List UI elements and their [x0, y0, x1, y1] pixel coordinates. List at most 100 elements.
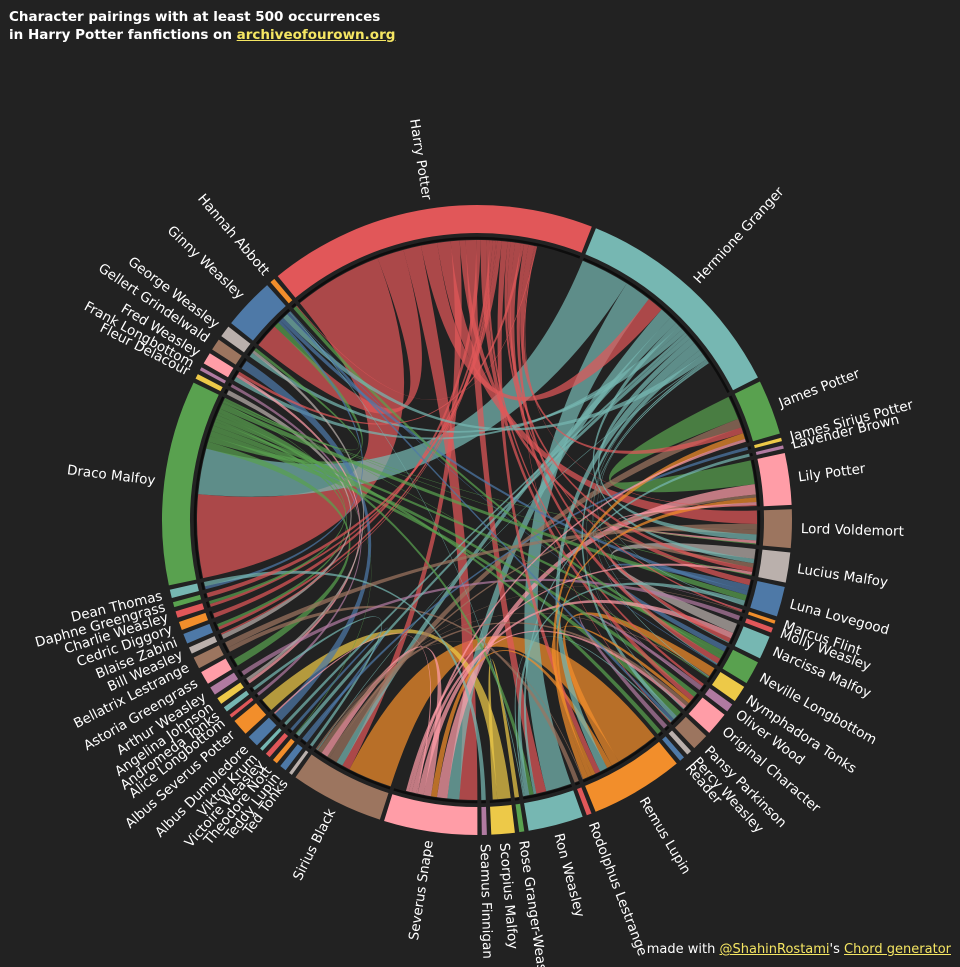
ribbon-harry-potter--draco-malfoy[interactable]	[197, 258, 405, 579]
arc-scorpius-malfoy[interactable]	[490, 804, 515, 835]
arc-luna-lovegood[interactable]	[750, 581, 785, 617]
ribbon-rose-granger-weasley--scorpius-malfoy[interactable]	[488, 659, 520, 800]
ribbon-james-potter--lily-potter[interactable]	[608, 396, 755, 493]
ribbon-harry-potter--neville-longbottom[interactable]	[509, 242, 721, 664]
arc-nymphadora-tonks[interactable]	[711, 672, 745, 701]
arc-hermione-granger[interactable]	[585, 228, 758, 391]
arc-ring-draco-malfoy	[193, 396, 225, 579]
ribbon-hermione-granger--pansy-parkinson[interactable]	[581, 350, 703, 720]
credit-line: made with @ShahinRostami's Chord generat…	[647, 942, 951, 957]
arc-rose-granger-weasley[interactable]	[515, 803, 525, 833]
arc-neville-longbottom[interactable]	[722, 649, 758, 684]
arc-blaise-zabini[interactable]	[183, 623, 213, 644]
source-link[interactable]: archiveofourown.org	[236, 27, 396, 43]
arc-lord-voldemort[interactable]	[762, 509, 792, 549]
arc-gellert-grindelwald[interactable]	[212, 339, 242, 365]
arc-ring-nymphadora-tonks	[706, 668, 718, 683]
arc-ring-hermione-granger	[582, 257, 730, 394]
arc-reader[interactable]	[662, 736, 685, 761]
ribbon-lord-voldemort--hermione-granger[interactable]	[597, 338, 757, 541]
arc-ring-reader	[658, 731, 664, 737]
arc-frank-longbottom[interactable]	[199, 367, 227, 384]
arc-theodore-nott[interactable]	[272, 738, 295, 764]
arc-viktor-krum[interactable]	[260, 728, 282, 751]
arc-rodolphus-lestrange[interactable]	[577, 787, 592, 816]
arc-pansy-parkinson[interactable]	[674, 716, 707, 749]
arc-james-potter[interactable]	[734, 381, 780, 442]
ribbon-albus-dumbledore--gellert-grindelwald[interactable]	[241, 360, 372, 721]
ribbon-draco-malfoy--luna-lovegood[interactable]	[220, 403, 747, 601]
ribbon-james-potter--remus-lupin[interactable]	[552, 433, 745, 780]
arc-ring-rose-granger-weasley	[514, 797, 520, 801]
ribbon-harry-potter--severus-snape[interactable]	[403, 245, 478, 801]
arc-ron-weasley[interactable]	[524, 790, 583, 831]
arc-lily-potter[interactable]	[757, 452, 792, 507]
arc-bellatrix-lestrange[interactable]	[193, 645, 224, 669]
arc-lavender-brown[interactable]	[755, 445, 784, 455]
arc-molly-weasley[interactable]	[745, 618, 773, 633]
ribbon-hermione-granger--draco-malfoy[interactable]	[198, 260, 627, 497]
arc-percy-weasley[interactable]	[668, 730, 692, 755]
ribbon-lucius-malfoy--narcissa-malfoy[interactable]	[610, 543, 756, 634]
ribbon-harry-potter--pansy-parkinson[interactable]	[521, 246, 671, 723]
label-harry-potter: Harry Potter	[406, 118, 435, 202]
arc-angelina-johnson[interactable]	[217, 682, 244, 704]
arc-draco-malfoy[interactable]	[161, 382, 219, 586]
author-link[interactable]: @ShahinRostami	[719, 942, 830, 957]
arc-fleur-delacour[interactable]	[195, 374, 223, 392]
arc-original-character[interactable]	[688, 697, 725, 733]
arc-lucius-malfoy[interactable]	[758, 549, 791, 583]
ribbon-hermione-granger--nymphadora-tonks[interactable]	[592, 360, 710, 678]
ribbon-harry-potter--hermione-granger[interactable]	[420, 242, 662, 401]
arc-bill-weasley[interactable]	[188, 636, 218, 654]
ribbon-lord-voldemort--lucius-malfoy[interactable]	[615, 528, 757, 568]
arc-sirius-black[interactable]	[295, 754, 389, 820]
ribbon-hermione-granger--ron-weasley[interactable]	[524, 283, 649, 792]
arc-albus-dumbledore[interactable]	[248, 717, 277, 746]
arc-hannah-abbott[interactable]	[270, 278, 293, 304]
ribbon-ginny-weasley--pansy-parkinson[interactable]	[287, 312, 674, 722]
ribbon-harry-potter--ginny-weasley[interactable]	[258, 249, 422, 414]
arc-narcissa-malfoy[interactable]	[734, 626, 770, 659]
arc-ring-gellert-grindelwald	[238, 357, 247, 369]
arc-marcus-flint[interactable]	[747, 611, 776, 624]
arc-ring-teddy-lupin	[300, 739, 307, 745]
arc-harry-potter[interactable]	[277, 205, 592, 298]
ribbon-remus-lupin--sirius-black[interactable]	[349, 635, 655, 787]
arc-charlie-weasley[interactable]	[175, 603, 205, 618]
arc-victoire-weasley[interactable]	[265, 732, 289, 758]
ribbon-draco-malfoy--blaise-zabini[interactable]	[214, 419, 348, 627]
arc-astoria-greengrass[interactable]	[201, 658, 232, 684]
ribbon-bill-weasley--fleur-delacour[interactable]	[221, 390, 352, 639]
arc-oliver-wood[interactable]	[704, 688, 733, 712]
arc-george-weasley[interactable]	[221, 326, 251, 353]
arc-fred-weasley[interactable]	[203, 353, 234, 378]
ribbon-ted-tonks--andromeda-tonks[interactable]	[252, 616, 383, 747]
ribbon-sirius-black--original-character[interactable]	[318, 622, 689, 753]
arc-ted-tonks[interactable]	[289, 750, 309, 775]
arc-ginny-weasley[interactable]	[231, 285, 286, 341]
ribbon-percy-weasley--oliver-wood[interactable]	[579, 612, 703, 729]
ribbon-harry-potter--original-character[interactable]	[480, 240, 695, 701]
arc-ring-albus-dumbledore	[271, 713, 281, 723]
arc-cedric-diggory[interactable]	[178, 612, 209, 630]
tool-link[interactable]: Chord generator	[844, 942, 951, 957]
arc-remus-lupin[interactable]	[585, 741, 677, 812]
arc-seamus-finnigan[interactable]	[481, 806, 487, 835]
arc-alice-longbottom[interactable]	[229, 697, 254, 718]
label-lily-potter: Lily Potter	[797, 461, 867, 486]
arc-albus-severus-potter[interactable]	[234, 703, 267, 734]
arc-teddy-lupin[interactable]	[280, 744, 303, 771]
ribbon-lily-potter--lord-voldemort[interactable]	[616, 502, 757, 544]
arc-dean-thomas[interactable]	[169, 583, 199, 598]
ribbon-harry-potter--cedric-diggory[interactable]	[213, 240, 481, 618]
arc-arthur-weasley[interactable]	[210, 672, 239, 695]
ribbon-harry-potter--charlie-weasley[interactable]	[209, 240, 493, 607]
arc-andromeda-tonks[interactable]	[223, 690, 250, 712]
arc-severus-snape[interactable]	[384, 794, 478, 835]
arc-james-sirius-potter[interactable]	[754, 437, 782, 449]
arc-daphne-greengrass[interactable]	[172, 594, 202, 608]
ribbon-severus-snape--sirius-black[interactable]	[321, 646, 442, 797]
ribbon-harry-potter--daphne-greengrass[interactable]	[206, 240, 502, 598]
ribbon-remus-lupin--nymphadora-tonks[interactable]	[563, 612, 715, 766]
